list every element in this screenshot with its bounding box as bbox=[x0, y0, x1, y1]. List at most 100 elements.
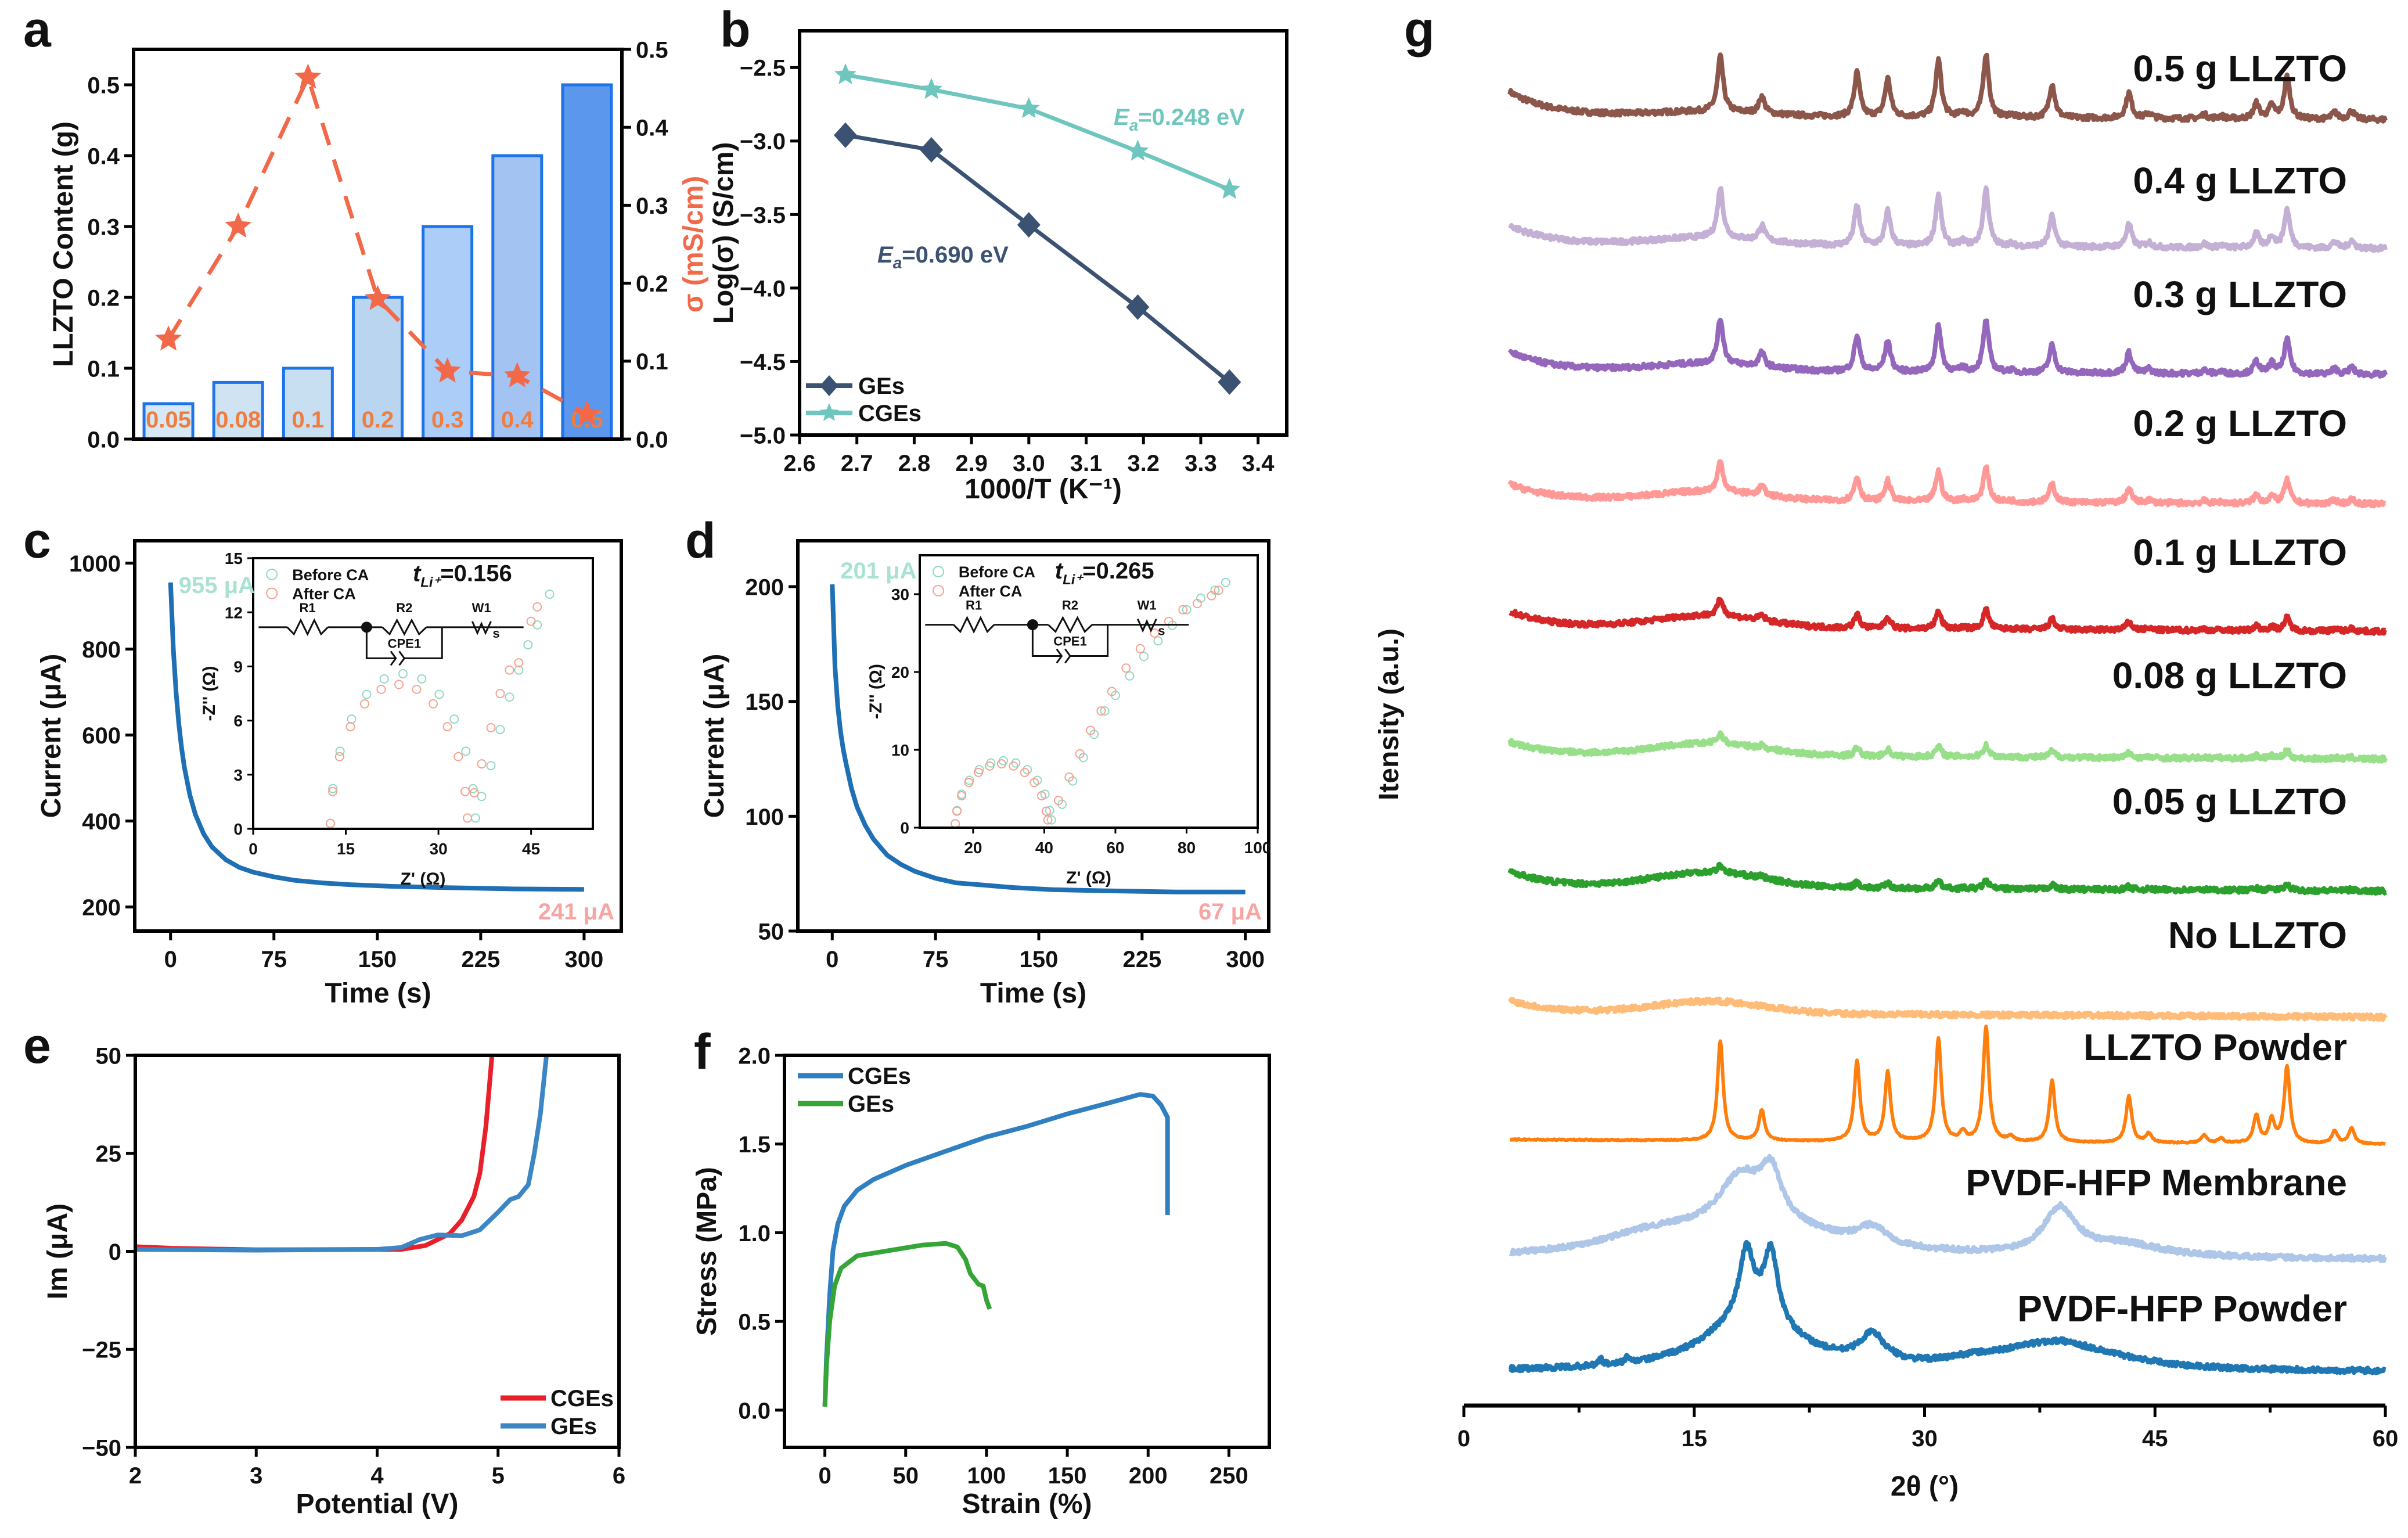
circuit-label-cpe1: CPE1 bbox=[388, 636, 421, 651]
xrd-pattern bbox=[1507, 52, 2388, 124]
impedance-point bbox=[1153, 636, 1163, 646]
y2-tick-label: 0.4 bbox=[636, 116, 668, 141]
impedance-point bbox=[412, 684, 422, 694]
series-line-GEs bbox=[822, 1241, 992, 1407]
y-tick-label: −4.5 bbox=[740, 350, 786, 375]
impedance-point bbox=[1214, 585, 1223, 595]
bar-label: 0.08 bbox=[215, 407, 261, 433]
x-tick-label: 2.7 bbox=[841, 451, 873, 476]
y-tick-label: 9 bbox=[233, 657, 243, 675]
impedance-point bbox=[1086, 725, 1096, 735]
xrd-pattern bbox=[1507, 459, 2387, 509]
ea-subscript: a bbox=[1129, 116, 1139, 134]
pattern-label: PVDF-HFP Membrane bbox=[1966, 1162, 2347, 1203]
diamond-marker bbox=[1218, 369, 1241, 395]
y-tick-label: −4.0 bbox=[740, 276, 786, 301]
warburg-icon bbox=[471, 621, 492, 635]
impedance-point bbox=[453, 752, 463, 761]
y-tick-label: 0 bbox=[109, 1239, 121, 1265]
impedance-point bbox=[514, 658, 524, 668]
x-tick-label: 300 bbox=[1226, 947, 1265, 972]
panel-letter-c: c bbox=[23, 513, 51, 569]
bar-label: 0.05 bbox=[146, 407, 191, 433]
ea-value: =0.690 eV bbox=[902, 242, 1009, 268]
impedance-point bbox=[1150, 628, 1160, 638]
impedance-point bbox=[463, 813, 473, 823]
panel-letter-f: f bbox=[694, 1024, 711, 1080]
x-tick-label: 150 bbox=[1048, 1463, 1087, 1489]
impedance-point bbox=[1107, 687, 1117, 696]
y-axis-label: -Z'' (Ω) bbox=[200, 666, 219, 721]
legend-label: GEs bbox=[858, 373, 905, 399]
sigma-star-marker bbox=[574, 400, 600, 426]
y-tick-label: 0.0 bbox=[87, 427, 120, 452]
x-tick-label: 2.6 bbox=[783, 451, 816, 476]
x-tick-label: 6 bbox=[613, 1463, 625, 1489]
t-subscript: Li⁺ bbox=[1063, 572, 1084, 588]
xrd-pattern bbox=[1507, 318, 2388, 379]
panel-letter-d: d bbox=[685, 513, 716, 569]
x-tick-label: 3.0 bbox=[1013, 451, 1045, 476]
legend-label: CGEs bbox=[848, 1063, 911, 1089]
y-tick-label: 12 bbox=[225, 603, 243, 621]
x-tick-label: 80 bbox=[1178, 839, 1196, 857]
impedance-point bbox=[996, 759, 1006, 769]
impedance-point bbox=[328, 784, 338, 793]
initial-current-label: 201 μA bbox=[840, 558, 916, 584]
activation-energy-label: Ea=0.248 eV bbox=[1114, 105, 1245, 134]
impedance-point bbox=[429, 699, 438, 709]
pattern-label: 0.4 g LLZTO bbox=[2133, 160, 2347, 202]
initial-current-label: 955 μA bbox=[179, 573, 255, 598]
x-axis-label: 1000/T (K⁻¹) bbox=[964, 474, 1122, 505]
x-tick-label: 0 bbox=[1457, 1426, 1470, 1451]
inset-x-label: Z' (Ω) bbox=[401, 869, 446, 889]
impedance-point bbox=[460, 786, 470, 796]
y-tick-label: 100 bbox=[745, 804, 784, 830]
y-axis-label: Itensity (a.u.) bbox=[1374, 628, 1405, 800]
impedance-point bbox=[1045, 806, 1054, 815]
diamond-marker bbox=[1126, 294, 1150, 320]
pattern-label: PVDF-HFP Powder bbox=[2017, 1288, 2347, 1329]
bar-label: 0.2 bbox=[362, 407, 394, 433]
ea-value: =0.248 eV bbox=[1138, 105, 1245, 130]
plot-frame bbox=[796, 539, 1270, 933]
y2-tick-label: 0.0 bbox=[636, 427, 668, 452]
y-tick-label: 3 bbox=[233, 766, 243, 784]
impedance-point bbox=[327, 786, 337, 796]
y-tick-label: 25 bbox=[96, 1141, 122, 1167]
impedance-point bbox=[1020, 767, 1030, 777]
impedance-point bbox=[469, 788, 479, 797]
y2-tick-label: 0.3 bbox=[636, 193, 668, 219]
panel-letter-b: b bbox=[720, 2, 751, 58]
y-tick-label: 800 bbox=[82, 637, 121, 663]
equivalent-circuit bbox=[258, 618, 524, 666]
impedance-point bbox=[486, 761, 496, 771]
bar-label: 0.1 bbox=[292, 407, 325, 433]
y-tick-label: 6 bbox=[233, 712, 243, 730]
y-axis-label: Im (μA) bbox=[42, 1203, 73, 1299]
y-tick-label: 0.5 bbox=[87, 73, 120, 98]
x-tick-label: 45 bbox=[2142, 1426, 2168, 1451]
inset-legend-marker bbox=[266, 568, 278, 580]
pattern-label: 0.3 g LLZTO bbox=[2133, 274, 2347, 315]
impedance-point bbox=[1064, 772, 1074, 782]
impedance-point bbox=[345, 722, 355, 732]
panel-e: CGEs GEs 2 3 4 5 6 −50 −25 0 25 50 Potential (V) Im (… bbox=[42, 1043, 625, 1519]
activation-energy-label: Ea=0.690 eV bbox=[877, 242, 1009, 272]
impedance-point bbox=[362, 689, 372, 699]
y-axis-label: Current (μA) bbox=[36, 654, 67, 818]
impedance-point bbox=[495, 689, 505, 698]
x-tick-label: 5 bbox=[492, 1463, 505, 1489]
impedance-point bbox=[1046, 815, 1056, 825]
y2-tick-label: 0.2 bbox=[636, 271, 668, 297]
x-axis-label: Potential (V) bbox=[296, 1489, 458, 1519]
impedance-point bbox=[545, 590, 555, 599]
xrd-pattern bbox=[1508, 1154, 2387, 1263]
circuit-label-ws: s bbox=[1158, 624, 1165, 638]
impedance-point bbox=[495, 725, 505, 735]
y-tick-label: 200 bbox=[745, 574, 784, 600]
nyquist-inset: 0 15 30 45 0 3 6 9 12 15 Z' (Ω) -Z'' (Ω) Before CAAf… bbox=[200, 549, 594, 889]
star-marker bbox=[920, 78, 942, 99]
